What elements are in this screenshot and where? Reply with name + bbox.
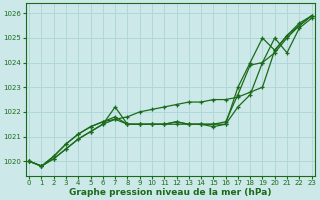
X-axis label: Graphe pression niveau de la mer (hPa): Graphe pression niveau de la mer (hPa) (69, 188, 272, 197)
